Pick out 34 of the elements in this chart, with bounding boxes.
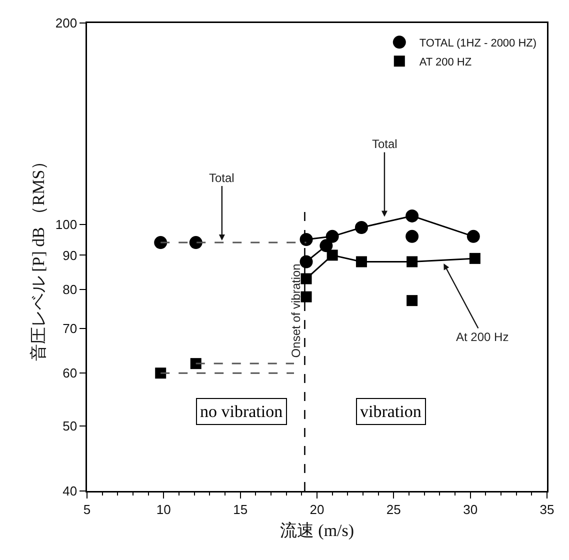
annotation: At 200 Hz bbox=[456, 330, 509, 344]
y-tick-label: 80 bbox=[62, 282, 78, 297]
point bbox=[189, 236, 202, 250]
point bbox=[154, 236, 168, 250]
x-tick-label: 20 bbox=[310, 502, 324, 517]
y-tick-label: 40 bbox=[62, 484, 78, 499]
ref-line-label: Onset of vibration bbox=[288, 264, 303, 358]
x-tick-label: 10 bbox=[156, 502, 171, 517]
annotation: Total bbox=[372, 137, 398, 151]
y-tick-label: 70 bbox=[62, 320, 78, 336]
point bbox=[469, 252, 480, 264]
annotation: Total bbox=[209, 171, 234, 185]
x-axis-title: 流速 (m/s) bbox=[280, 521, 354, 540]
point bbox=[155, 368, 166, 379]
legend-label: TOTAL (1HZ - 2000 HZ) bbox=[419, 37, 537, 50]
point bbox=[406, 230, 419, 243]
x-tick-label: 35 bbox=[540, 502, 554, 517]
point bbox=[300, 291, 312, 302]
y-tick-label: 50 bbox=[62, 418, 78, 434]
legend-label: AT 200 HZ bbox=[419, 56, 472, 68]
x-tick-label: 5 bbox=[83, 502, 91, 517]
x-tick-label: 30 bbox=[463, 502, 478, 517]
y-tick-label: 90 bbox=[62, 248, 78, 263]
point bbox=[406, 295, 418, 306]
annotation: no vibration bbox=[200, 402, 284, 421]
x-tick-label: 15 bbox=[233, 502, 248, 517]
y-tick-label: 60 bbox=[62, 366, 78, 381]
y-tick-label: 200 bbox=[55, 16, 78, 31]
annotation: vibration bbox=[360, 402, 422, 421]
point bbox=[190, 358, 202, 370]
y-axis-title: 音圧レベル [P] dB （RMS） bbox=[29, 152, 48, 362]
y-tick-label: 100 bbox=[55, 217, 78, 232]
x-tick-label: 25 bbox=[386, 502, 401, 517]
point bbox=[466, 230, 480, 243]
